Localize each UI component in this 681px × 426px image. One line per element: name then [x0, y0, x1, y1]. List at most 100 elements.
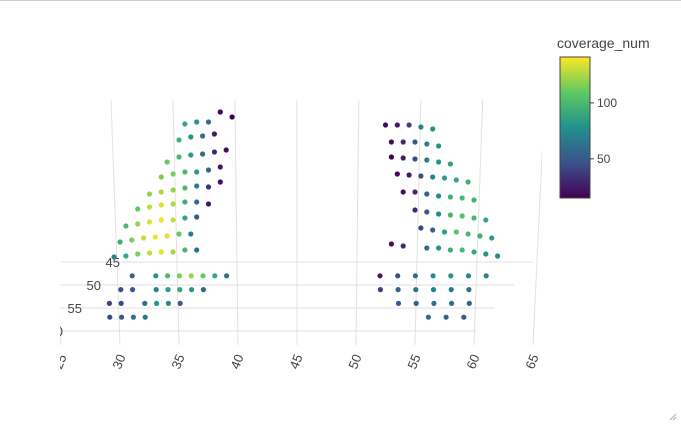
point [182, 121, 188, 127]
point [194, 119, 200, 125]
point [466, 300, 472, 306]
grid-line [355, 99, 360, 346]
point [177, 300, 183, 306]
point [465, 231, 471, 237]
point [205, 167, 212, 173]
point [212, 273, 218, 279]
point [406, 172, 412, 178]
x-tick-label: 60 [463, 352, 482, 371]
point [382, 122, 389, 128]
point [205, 201, 212, 207]
point [170, 187, 176, 193]
point [158, 189, 164, 195]
point [177, 287, 183, 293]
x-tick-label: 50 [345, 352, 364, 371]
point [158, 174, 164, 180]
point [182, 169, 188, 175]
point [453, 229, 459, 235]
point [106, 300, 112, 306]
point [436, 245, 442, 251]
point [418, 124, 424, 130]
point [412, 207, 418, 213]
point [471, 249, 477, 255]
point [182, 215, 188, 221]
point [205, 184, 212, 190]
point [430, 174, 436, 180]
point [483, 251, 489, 257]
point [400, 139, 406, 145]
point [158, 202, 164, 208]
point [418, 173, 424, 179]
point [146, 250, 153, 256]
point [141, 235, 147, 241]
point [211, 149, 217, 155]
point [189, 287, 195, 293]
point [153, 273, 159, 279]
colorbar-ticks: 50 100 [590, 96, 617, 166]
y-tick-label: 55 [68, 301, 82, 316]
point [441, 175, 448, 181]
point [176, 231, 182, 237]
point [424, 191, 430, 197]
point [146, 191, 153, 197]
point [188, 273, 194, 279]
point [194, 169, 200, 175]
point [495, 253, 501, 259]
point [152, 234, 158, 240]
point [154, 300, 160, 306]
point [400, 155, 406, 161]
point [182, 199, 188, 205]
point [412, 156, 418, 162]
point [430, 287, 437, 293]
point [431, 300, 437, 306]
point [158, 217, 164, 223]
point [164, 233, 170, 239]
point [465, 273, 472, 279]
x-tick-label: 30 [109, 352, 128, 371]
point [165, 300, 171, 306]
colorbar-tick-label: 50 [597, 152, 611, 166]
point [465, 179, 471, 185]
point [194, 247, 200, 253]
point [400, 243, 406, 249]
colorbar [559, 56, 591, 199]
point [176, 154, 182, 160]
point [447, 247, 453, 253]
point [200, 151, 206, 157]
point [123, 253, 129, 259]
point [200, 133, 206, 139]
point [447, 212, 453, 218]
point [413, 287, 419, 293]
point [165, 287, 171, 293]
point [412, 189, 418, 195]
point [395, 300, 402, 306]
point [119, 314, 125, 320]
point [146, 219, 153, 225]
x-tick-label: 55 [404, 352, 423, 371]
colorbar-title: coverage_num [557, 35, 650, 51]
point [418, 225, 424, 231]
point [436, 159, 442, 165]
point [188, 152, 194, 158]
point [471, 197, 477, 203]
point [453, 177, 459, 183]
point [466, 287, 472, 293]
point [436, 211, 442, 217]
grid-line [110, 99, 121, 346]
point [170, 171, 176, 177]
point [194, 183, 200, 189]
point [194, 214, 200, 220]
point [117, 239, 123, 245]
point [430, 273, 436, 279]
point [229, 114, 235, 120]
grid-line [473, 99, 484, 346]
point [430, 227, 436, 233]
point [425, 314, 431, 320]
y-tick-label: 50 [87, 278, 101, 293]
point [424, 141, 430, 147]
point [388, 139, 394, 145]
point [424, 209, 430, 215]
plot-area: 25 30 35 40 45 50 55 60 65 45 50 55 60 [60, 99, 542, 371]
point [477, 233, 483, 239]
point [394, 171, 400, 177]
